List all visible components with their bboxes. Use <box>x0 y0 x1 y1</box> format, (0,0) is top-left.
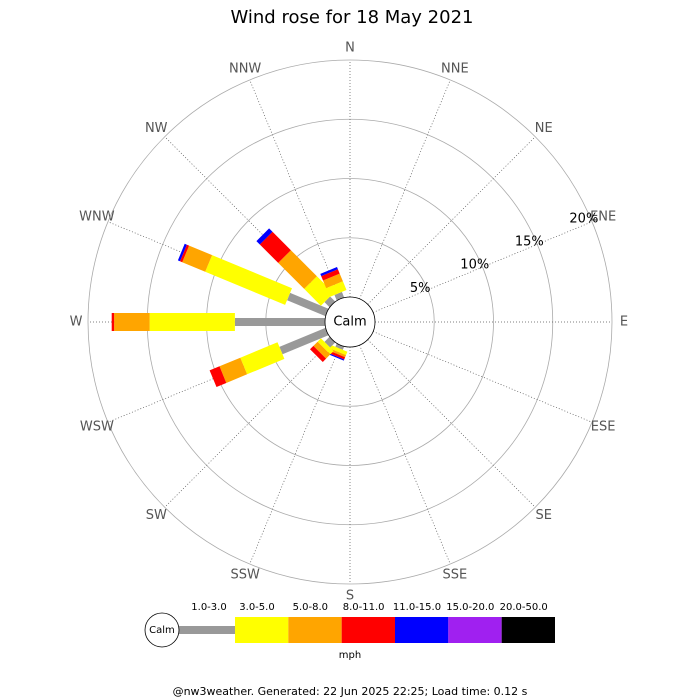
legend-swatch <box>341 617 395 643</box>
wind-segment <box>317 338 334 355</box>
wind-segment <box>304 276 334 306</box>
direction-label: NW <box>145 121 168 136</box>
wind-segment <box>327 352 345 361</box>
spoke <box>367 136 536 305</box>
wind-segment <box>182 245 213 272</box>
spoke <box>164 339 333 508</box>
wind-segment <box>205 255 292 305</box>
legend-swatch <box>288 617 342 643</box>
direction-label: ENE <box>590 210 616 225</box>
legend-swatch <box>235 617 289 643</box>
spoke <box>359 79 451 300</box>
wind-segment <box>177 243 187 262</box>
direction-label: W <box>70 315 83 330</box>
direction-label: S <box>346 589 354 604</box>
direction-label: N <box>345 41 355 56</box>
direction-label: NNE <box>441 61 469 76</box>
spoke <box>249 79 341 300</box>
direction-label: ESE <box>591 419 616 434</box>
radial-tick-label: 15% <box>515 235 544 250</box>
wind-segment <box>324 336 336 348</box>
footer: @nw3weather. Generated: 22 Jun 2025 22:2… <box>173 685 528 698</box>
wind-segment <box>278 250 317 289</box>
spoke <box>359 344 451 565</box>
wind-segment <box>279 327 329 355</box>
radial-tick-label: 20% <box>569 211 598 226</box>
spoke <box>249 344 341 565</box>
wind-segment <box>259 231 291 263</box>
wind-segment <box>323 273 343 289</box>
wind-segment <box>335 343 345 350</box>
wind-segment <box>329 344 348 356</box>
legend-label: 1.0-3.0 <box>191 602 226 613</box>
grid-ring <box>87 59 613 585</box>
legend-label: 3.0-5.0 <box>239 602 274 613</box>
wind-segment <box>324 296 336 308</box>
direction-label: WSW <box>80 419 114 434</box>
radial-tick-label: 5% <box>410 281 431 296</box>
direction-label: WNW <box>79 210 115 225</box>
legend-label: 8.0-11.0 <box>343 602 385 613</box>
legend-label: 5.0-8.0 <box>293 602 328 613</box>
wind-segment <box>287 292 329 317</box>
calm-label: Calm <box>333 315 366 330</box>
legend-unit: mph <box>339 650 361 661</box>
legend-calm-circle <box>144 612 180 648</box>
wind-segment <box>321 269 340 281</box>
wind-segment <box>240 342 285 375</box>
legend-swatch <box>395 617 449 643</box>
wind-segment <box>149 313 235 331</box>
wind-segment <box>111 313 115 331</box>
wind-segment <box>326 281 347 297</box>
legend-swatch <box>501 617 555 643</box>
radial-tick-label: 10% <box>460 258 489 273</box>
wind-segment <box>219 357 248 383</box>
calm-circle <box>324 296 376 348</box>
direction-label: SE <box>536 508 552 523</box>
direction-label: E <box>620 315 628 330</box>
wind-segment <box>234 318 325 326</box>
direction-label: SSE <box>442 568 467 583</box>
wind-segment <box>320 267 338 277</box>
wind-segment <box>209 366 227 387</box>
wind-segment <box>180 244 190 263</box>
direction-label: SSW <box>230 568 260 583</box>
direction-label: NNW <box>229 61 261 76</box>
wind-segment <box>310 345 327 362</box>
direction-label: NE <box>535 121 553 136</box>
wind-segment <box>313 341 331 359</box>
legend-label: 11.0-15.0 <box>393 602 441 613</box>
wind-segment <box>256 228 273 245</box>
legend-label: 20.0-50.0 <box>500 602 548 613</box>
legend-calm-label: Calm <box>149 625 175 636</box>
chart-title: Wind rose for 18 May 2021 <box>231 7 474 28</box>
direction-label: SW <box>146 508 167 523</box>
spoke <box>372 221 593 313</box>
legend-label: 15.0-20.0 <box>446 602 494 613</box>
spoke <box>367 339 536 508</box>
wind-segment <box>114 313 150 331</box>
legend-swatch <box>448 617 502 643</box>
spoke <box>372 331 593 423</box>
